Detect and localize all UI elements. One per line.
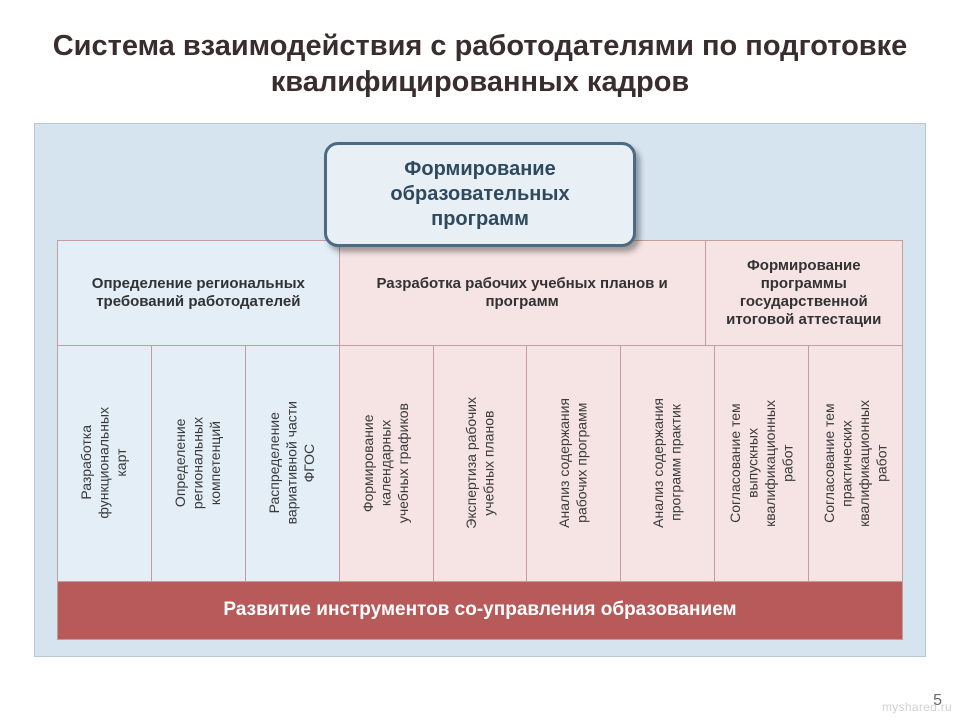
column-label: Формирование календарных учебных графико… xyxy=(360,403,413,523)
column-label: Определение региональных компетенций xyxy=(172,417,225,509)
category-cell: Формирование программы государственной и… xyxy=(706,241,902,346)
column-cell: Формирование календарных учебных графико… xyxy=(340,346,434,581)
column-label: Распределение вариативной части ФГОС xyxy=(266,401,319,524)
column-label: Согласование тем выпускных квалификацион… xyxy=(727,400,797,527)
column-cell: Разработка функциональных карт xyxy=(58,346,152,581)
footer-label: Развитие инструментов со-управления обра… xyxy=(223,599,736,621)
column-cell: Экспертиза рабочих учебных планов xyxy=(434,346,528,581)
column-cell: Определение региональных компетенций xyxy=(152,346,246,581)
column-label: Разработка функциональных карт xyxy=(78,407,131,519)
diagram-header-label: Формирование образовательных программ xyxy=(390,158,569,230)
diagram-table: Определение региональных требований рабо… xyxy=(57,240,903,640)
column-cell: Анализ содержания программ практик xyxy=(621,346,715,581)
category-label: Определение региональных требований рабо… xyxy=(72,275,325,311)
column-label: Согласование тем практических квалификац… xyxy=(821,400,891,527)
category-label: Формирование программы государственной и… xyxy=(720,257,888,329)
category-cell: Разработка рабочих учебных планов и прог… xyxy=(340,241,706,346)
slide: Система взаимодействия с работодателями … xyxy=(0,0,960,720)
category-cell: Определение региональных требований рабо… xyxy=(58,241,340,346)
diagram-panel: Формирование образовательных программ Оп… xyxy=(34,123,926,657)
columns-row: Разработка функциональных карт Определен… xyxy=(58,346,902,581)
diagram-header-box: Формирование образовательных программ xyxy=(324,142,636,247)
column-cell: Согласование тем выпускных квалификацион… xyxy=(715,346,809,581)
column-cell: Анализ содержания рабочих программ xyxy=(527,346,621,581)
watermark: myshared.ru xyxy=(882,700,952,714)
column-cell: Распределение вариативной части ФГОС xyxy=(246,346,340,581)
slide-title: Система взаимодействия с работодателями … xyxy=(34,28,926,101)
category-label: Разработка рабочих учебных планов и прог… xyxy=(354,275,691,311)
footer-row: Развитие инструментов со-управления обра… xyxy=(58,581,902,639)
column-label: Анализ содержания рабочих программ xyxy=(556,398,591,528)
column-label: Анализ содержания программ практик xyxy=(650,398,685,528)
column-label: Экспертиза рабочих учебных планов xyxy=(463,397,498,529)
column-cell: Согласование тем практических квалификац… xyxy=(809,346,902,581)
category-row: Определение региональных требований рабо… xyxy=(58,241,902,346)
